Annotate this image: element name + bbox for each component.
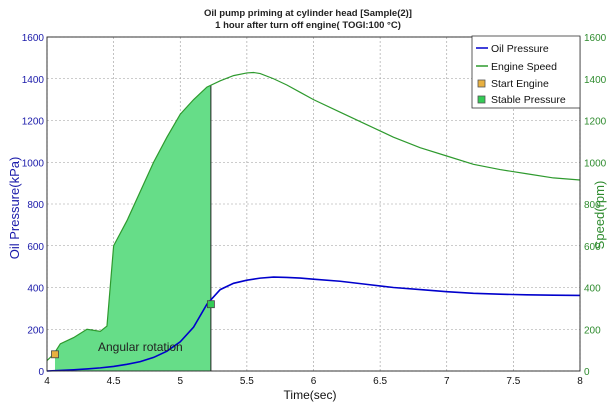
- y-right-tick-label: 800: [584, 200, 601, 211]
- y-left-tick-label: 1000: [22, 158, 45, 169]
- y-right-tick-label: 0: [584, 367, 590, 378]
- legend-oil-pressure: Oil Pressure: [491, 43, 549, 55]
- axes: 4 4.5 5 5.5 6 6.5 7 7.5 802004006008001000120014…: [22, 33, 607, 387]
- x-tick-label: 7: [444, 376, 450, 387]
- shaded-region: [54, 85, 211, 371]
- chart-title: Oil pump priming at cylinder head [Sampl…: [204, 8, 412, 19]
- y-left-tick-label: 400: [27, 284, 44, 295]
- x-axis-label: Time(sec): [284, 388, 337, 402]
- x-tick-label: 5.5: [240, 376, 254, 387]
- legend: Oil Pressure Engine Speed Start Engine S…: [471, 35, 581, 109]
- chart-subtitle: 1 hour after turn off engine( TOGI:100 °…: [215, 20, 401, 31]
- y-left-tick-label: 0: [38, 367, 44, 378]
- annotation-angular-rotation: Angular rotation: [98, 340, 183, 354]
- y-right-tick-label: 1200: [584, 117, 607, 128]
- x-tick-label: 8: [577, 376, 583, 387]
- x-tick-label: 6: [311, 376, 317, 387]
- series-line-oil-pressure: [46, 276, 581, 372]
- x-tick-label: 4.5: [107, 376, 121, 387]
- y-axis-right-label: Speed(rpm): [592, 181, 607, 250]
- marker-start-engine: [51, 350, 59, 359]
- y-right-tick-label: 1400: [584, 75, 607, 86]
- legend-engine-speed: Engine Speed: [491, 61, 557, 73]
- legend-swatch-stable-pressure: [477, 95, 486, 104]
- x-tick-label: 6.5: [373, 376, 387, 387]
- y-right-tick-label: 200: [584, 325, 601, 336]
- y-right-tick-label: 400: [584, 284, 601, 295]
- y-left-tick-label: 1600: [22, 33, 45, 44]
- event-markers: [51, 300, 215, 359]
- x-tick-label: 5: [177, 376, 183, 387]
- marker-stable-pressure: [206, 300, 215, 309]
- x-tick-label: 4: [44, 376, 50, 387]
- legend-box: [471, 35, 581, 109]
- y-left-tick-label: 1200: [22, 117, 45, 128]
- y-left-tick-label: 1400: [22, 75, 45, 86]
- legend-swatch-start-engine: [477, 79, 486, 88]
- y-left-tick-label: 600: [27, 242, 44, 253]
- y-right-tick-label: 1600: [584, 33, 607, 44]
- series-lines: [46, 71, 581, 372]
- y-left-tick-label: 800: [27, 200, 44, 211]
- shaded-region-layer: [54, 85, 212, 371]
- y-right-tick-label: 600: [584, 242, 601, 253]
- legend-start-engine: Start Engine: [491, 78, 549, 90]
- x-tick-label: 7.5: [506, 376, 520, 387]
- legend-stable-pressure: Stable Pressure: [491, 94, 566, 106]
- series-line-engine-speed: [46, 71, 581, 361]
- y-right-tick-label: 1000: [584, 158, 607, 169]
- plot-frame: [46, 36, 581, 372]
- y-left-tick-label: 200: [27, 325, 44, 336]
- y-axis-left-label: Oil Pressure(kPa): [7, 157, 22, 260]
